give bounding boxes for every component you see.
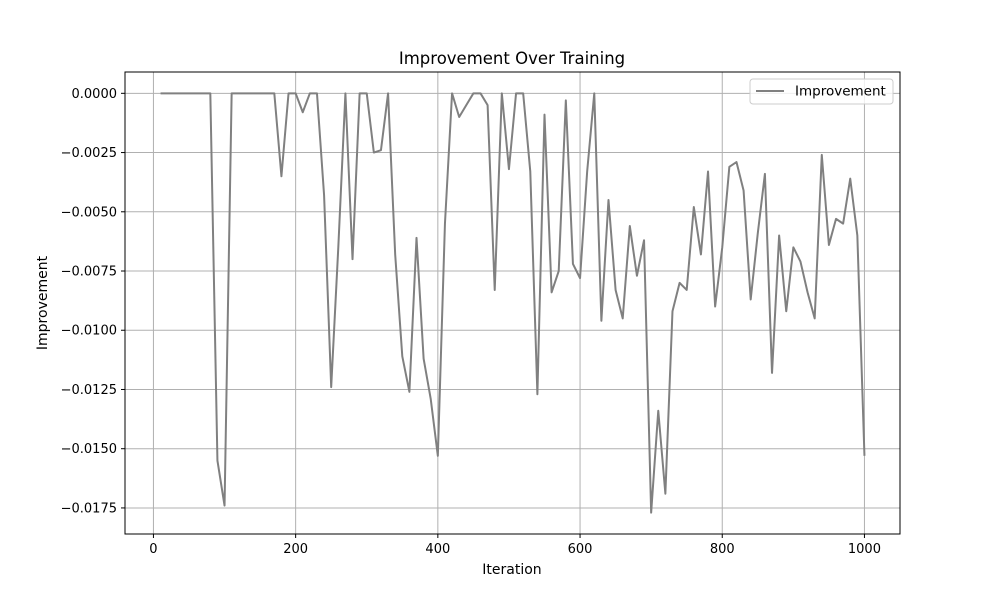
y-tick-label: −0.0100 <box>61 324 117 339</box>
legend-box <box>749 78 894 105</box>
legend: Improvement <box>749 78 894 105</box>
y-tick-label: −0.0025 <box>61 146 117 161</box>
x-tick-label: 1000 <box>848 542 881 557</box>
legend-label-improvement: Improvement <box>795 84 886 100</box>
y-axis-label: Improvement <box>35 255 51 350</box>
chart-title: Improvement Over Training <box>399 49 625 68</box>
x-tick-label: 400 <box>425 542 450 557</box>
x-tick-label: 0 <box>149 542 157 557</box>
series-line-improvement <box>160 92 866 514</box>
plot-frame <box>124 71 901 535</box>
series-lines <box>160 92 866 514</box>
y-tick-label: −0.0075 <box>61 265 117 280</box>
y-tick-label: −0.0125 <box>61 383 117 398</box>
y-tick-label: −0.0150 <box>61 442 117 457</box>
y-tick-label: −0.0175 <box>61 501 117 516</box>
y-axis-ticks: 0.0000 −0.0025 −0.0050 −0.0075 −0.0100 −0.012… <box>61 87 125 516</box>
x-tick-label: 200 <box>283 542 308 557</box>
x-axis-label: Iteration <box>482 562 541 578</box>
x-tick-label: 800 <box>710 542 735 557</box>
x-tick-label: 600 <box>568 542 593 557</box>
x-axis-ticks: 0 200 400 600 800 1000 <box>149 534 881 557</box>
y-tick-label: 0.0000 <box>72 87 118 102</box>
y-tick-label: −0.0050 <box>61 205 117 220</box>
